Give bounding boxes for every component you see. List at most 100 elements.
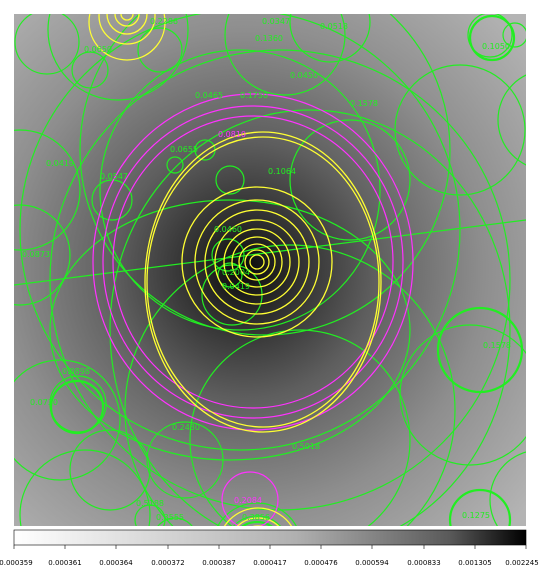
magenta-region[interactable] bbox=[112, 115, 394, 409]
green-region[interactable] bbox=[0, 359, 121, 481]
green-region[interactable] bbox=[19, 10, 461, 451]
yellow-region[interactable] bbox=[88, 0, 166, 61]
colorbar-tick-label: 0.000594 bbox=[355, 559, 389, 567]
green-region[interactable] bbox=[69, 429, 151, 511]
green-region[interactable] bbox=[137, 27, 183, 73]
yellow-region[interactable] bbox=[223, 228, 291, 296]
green-region[interactable] bbox=[71, 51, 109, 89]
green-region[interactable] bbox=[212, 502, 302, 576]
green-region[interactable] bbox=[497, 70, 541, 170]
region-label: 0.1750 bbox=[240, 91, 268, 100]
green-region[interactable] bbox=[436, 306, 524, 394]
region-label: 0.0465 bbox=[195, 91, 223, 100]
yellow-region[interactable] bbox=[231, 236, 283, 288]
green-region[interactable] bbox=[211, 238, 245, 272]
green-region[interactable] bbox=[14, 219, 526, 286]
region-label: 0.2004 bbox=[222, 268, 250, 277]
green-region[interactable] bbox=[489, 450, 541, 550]
region-label: 0.3555 bbox=[156, 513, 184, 522]
green-region[interactable] bbox=[0, 204, 71, 306]
yellow-region[interactable] bbox=[181, 186, 333, 338]
green-region[interactable] bbox=[502, 22, 527, 48]
region-label: 0.0419 bbox=[222, 282, 250, 291]
colorbar-tick-label: 0.000359 bbox=[0, 559, 33, 567]
region-label: 0.2430 bbox=[172, 423, 200, 432]
green-region[interactable] bbox=[47, 0, 189, 101]
yellow-region[interactable] bbox=[218, 507, 298, 576]
region-labels: 0.2286 0.0347 0.0518 0.1050 0.1360 0.065… bbox=[22, 17, 511, 522]
region-label: 0.0655 bbox=[170, 145, 198, 154]
yellow-region[interactable] bbox=[194, 199, 320, 325]
green-region[interactable] bbox=[109, 109, 511, 550]
green-region[interactable] bbox=[394, 64, 526, 196]
colorbar-labels: 0.000359 0.000361 0.000364 0.000372 0.00… bbox=[0, 559, 539, 567]
region-label: 0.0547 bbox=[100, 172, 128, 181]
green-region[interactable] bbox=[49, 199, 411, 461]
green-region[interactable] bbox=[166, 156, 184, 174]
green-region[interactable] bbox=[49, 379, 105, 435]
region-label: 0.0650 bbox=[84, 45, 112, 54]
green-region[interactable] bbox=[217, 262, 243, 288]
green-region[interactable] bbox=[0, 129, 81, 251]
region-label: 0.0898 bbox=[62, 367, 90, 376]
magenta-region[interactable] bbox=[102, 105, 404, 419]
magenta-region[interactable] bbox=[221, 471, 279, 528]
green-region[interactable] bbox=[231, 520, 283, 574]
colorbar-tick-label: 0.001305 bbox=[458, 559, 491, 567]
region-label: 0.1064 bbox=[268, 167, 296, 176]
colorbar-tick-label: 0.000476 bbox=[304, 559, 338, 567]
region-label: 0.5188 bbox=[136, 499, 164, 508]
green-region[interactable] bbox=[79, 0, 451, 336]
yellow-region[interactable] bbox=[120, 8, 134, 21]
yellow-region-group bbox=[88, 0, 382, 576]
yellow-region[interactable] bbox=[144, 131, 382, 433]
image-background bbox=[14, 14, 526, 526]
colorbar-tick-label: 0.000361 bbox=[48, 559, 81, 567]
green-region[interactable] bbox=[225, 515, 289, 576]
green-region[interactable] bbox=[189, 329, 411, 550]
region-label: 0.2286 bbox=[150, 17, 178, 26]
yellow-region[interactable] bbox=[244, 249, 270, 275]
magenta-region-group bbox=[92, 93, 414, 528]
green-region[interactable] bbox=[289, 0, 371, 63]
colorbar-tick-label: 0.000372 bbox=[151, 559, 184, 567]
colorbar-ticks bbox=[13, 545, 527, 549]
colorbar-tick-label: 0.000833 bbox=[407, 559, 440, 567]
region-label: 0.0419 bbox=[46, 159, 74, 168]
yellow-region[interactable] bbox=[228, 517, 288, 576]
yellow-region[interactable] bbox=[204, 209, 310, 315]
green-region[interactable] bbox=[99, 49, 381, 331]
magenta-region[interactable] bbox=[92, 93, 414, 431]
green-bold-group bbox=[49, 14, 524, 574]
green-region[interactable] bbox=[224, 0, 346, 96]
green-region[interactable] bbox=[289, 119, 411, 241]
green-region[interactable] bbox=[91, 179, 133, 221]
green-region[interactable] bbox=[215, 165, 245, 195]
green-region[interactable] bbox=[467, 13, 513, 58]
yellow-region[interactable] bbox=[106, 0, 148, 35]
region-label: 0.0810 bbox=[218, 130, 246, 139]
yellow-region[interactable] bbox=[214, 219, 300, 305]
region-label: 0.1275 bbox=[462, 511, 490, 520]
yellow-region[interactable] bbox=[114, 2, 140, 27]
region-label: 0.0450 bbox=[290, 71, 318, 80]
yellow-region[interactable] bbox=[146, 136, 380, 428]
colorbar bbox=[13, 529, 527, 546]
colorbar-tick-label: 0.000364 bbox=[99, 559, 133, 567]
yellow-region[interactable] bbox=[238, 243, 276, 281]
green-region[interactable] bbox=[124, 244, 456, 575]
region-label: 0.1360 bbox=[255, 34, 283, 43]
green-region[interactable] bbox=[399, 324, 540, 466]
green-region[interactable] bbox=[448, 488, 512, 550]
colorbar-tick-label: 0.000387 bbox=[202, 559, 235, 567]
green-region[interactable] bbox=[14, 10, 80, 75]
green-region[interactable] bbox=[19, 449, 151, 576]
region-label: 0.5018 bbox=[292, 442, 320, 451]
region-label: 0.0730 bbox=[30, 398, 58, 407]
yellow-region[interactable] bbox=[249, 254, 265, 270]
green-region[interactable] bbox=[153, 517, 197, 562]
green-region[interactable] bbox=[468, 14, 516, 62]
yellow-region[interactable] bbox=[98, 0, 156, 45]
